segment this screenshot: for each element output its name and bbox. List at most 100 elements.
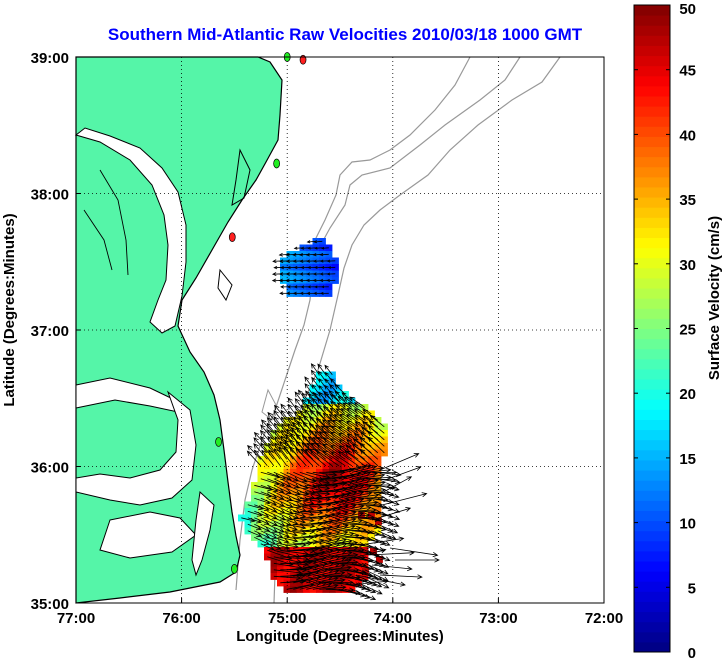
- velocity-cell: [376, 556, 383, 563]
- velocity-arrow: [377, 471, 402, 477]
- velocity-arrow: [306, 581, 333, 590]
- velocity-arrow: [283, 445, 301, 467]
- velocity-arrow: [338, 484, 365, 493]
- colorbar-segment: [634, 116, 670, 127]
- velocity-arrow: [345, 498, 373, 506]
- velocity-cell: [335, 404, 343, 411]
- velocity-cell: [309, 410, 317, 418]
- colorbar-ticks: 0 5 10 15 20 25 30 35 40 45 50: [634, 1, 696, 659]
- velocity-cell: [296, 423, 304, 431]
- velocity-arrow: [347, 402, 366, 415]
- velocity-cell: [322, 397, 330, 405]
- velocity-arrow: [294, 410, 307, 428]
- velocity-cell: [264, 456, 271, 463]
- velocity-arrow: [354, 414, 372, 428]
- velocity-arrow: [260, 497, 277, 506]
- velocity-cell: [296, 430, 304, 437]
- velocity-arrow: [280, 416, 294, 434]
- velocity-cell: [283, 436, 291, 444]
- velocity-arrow: [254, 517, 270, 525]
- velocity-cell: [290, 423, 297, 431]
- velocity-arrow: [359, 437, 379, 454]
- velocity-arrow: [247, 523, 262, 531]
- velocity-arrow: [280, 556, 310, 562]
- velocity-arrow: [310, 363, 320, 376]
- velocity-arrow: [338, 432, 359, 447]
- velocity-arrow: [338, 497, 365, 506]
- radar-site-marker: [273, 158, 280, 169]
- velocity-arrow: [306, 491, 331, 497]
- velocity-arrow: [304, 383, 314, 395]
- velocity-arrow: [287, 416, 301, 434]
- velocity-cell: [322, 456, 330, 463]
- velocity-arrow: [299, 581, 328, 590]
- velocity-arrow: [273, 422, 288, 441]
- velocity-arrow: [300, 246, 310, 250]
- velocity-cell: [329, 417, 336, 424]
- colorbar-segment: [634, 510, 670, 522]
- velocity-cell: [329, 456, 336, 463]
- velocity-cell: [316, 462, 323, 470]
- chart-title: Southern Mid-Atlantic Raw Velocities 201…: [108, 25, 583, 44]
- velocity-cell: [368, 512, 375, 519]
- colorbar-segment: [634, 136, 670, 148]
- velocity-cell: [362, 568, 369, 575]
- velocity-arrow: [316, 397, 333, 415]
- colorbar-segment: [634, 611, 670, 623]
- colorbar-segment: [634, 5, 670, 16]
- velocity-arrow: [267, 543, 282, 550]
- velocity-arrow: [267, 435, 281, 454]
- velocity-arrow: [247, 530, 263, 538]
- velocity-arrow: [280, 523, 298, 531]
- colorbar-segment: [634, 166, 670, 178]
- velocity-cell: [283, 417, 291, 424]
- velocity-cell: [361, 404, 369, 411]
- velocity-cell: [381, 436, 388, 444]
- velocity-cell: [342, 456, 349, 463]
- velocity-arrow: [267, 491, 285, 500]
- velocity-arrow: [304, 376, 314, 389]
- velocity-arrow: [319, 570, 346, 577]
- velocity-cell: [270, 456, 278, 463]
- velocity-arrow: [318, 431, 340, 447]
- colorbar-segment: [634, 85, 670, 97]
- velocity-cell: [277, 443, 284, 450]
- velocity-arrow: [293, 575, 322, 584]
- velocity-arrow: [377, 517, 400, 527]
- velocity-arrow: [358, 487, 387, 493]
- colorbar-segment: [634, 75, 670, 87]
- colorbar-segment: [634, 257, 670, 269]
- velocity-arrow: [322, 443, 346, 460]
- velocity-arrow: [345, 477, 372, 486]
- velocity-cell: [342, 449, 349, 457]
- bay: [191, 490, 215, 577]
- velocity-arrow: [286, 536, 308, 542]
- y-tick-label: 39:00: [31, 50, 69, 67]
- x-tick-label: 73:00: [479, 610, 517, 627]
- x-axis-label: Longitude (Degrees:Minutes): [236, 628, 444, 645]
- velocity-arrow: [353, 402, 372, 415]
- colorbar-tick-label: 50: [679, 1, 696, 18]
- colorbar-segment: [634, 35, 670, 46]
- velocity-cell: [381, 423, 388, 431]
- velocity-cell: [342, 436, 349, 444]
- velocity-arrow: [274, 404, 288, 421]
- y-tick-label: 37:00: [31, 323, 69, 340]
- colorbar-segment: [634, 298, 670, 309]
- velocity-cell: [370, 548, 377, 555]
- velocity-arrow: [332, 504, 357, 512]
- velocity-arrow: [332, 531, 355, 538]
- velocity-arrow: [287, 397, 301, 415]
- colorbar-segment: [634, 358, 670, 370]
- velocity-cell: [303, 430, 310, 437]
- velocity-arrow: [287, 422, 301, 441]
- velocity-arrow: [294, 397, 307, 415]
- velocity-cell: [329, 371, 336, 379]
- velocity-arrow: [314, 431, 333, 447]
- velocity-arrow: [261, 449, 275, 467]
- velocity-arrow: [289, 446, 307, 467]
- colorbar-segment: [634, 379, 670, 390]
- velocity-arrow: [340, 408, 359, 421]
- velocity-cell: [329, 378, 336, 385]
- velocity-cell: [277, 430, 284, 437]
